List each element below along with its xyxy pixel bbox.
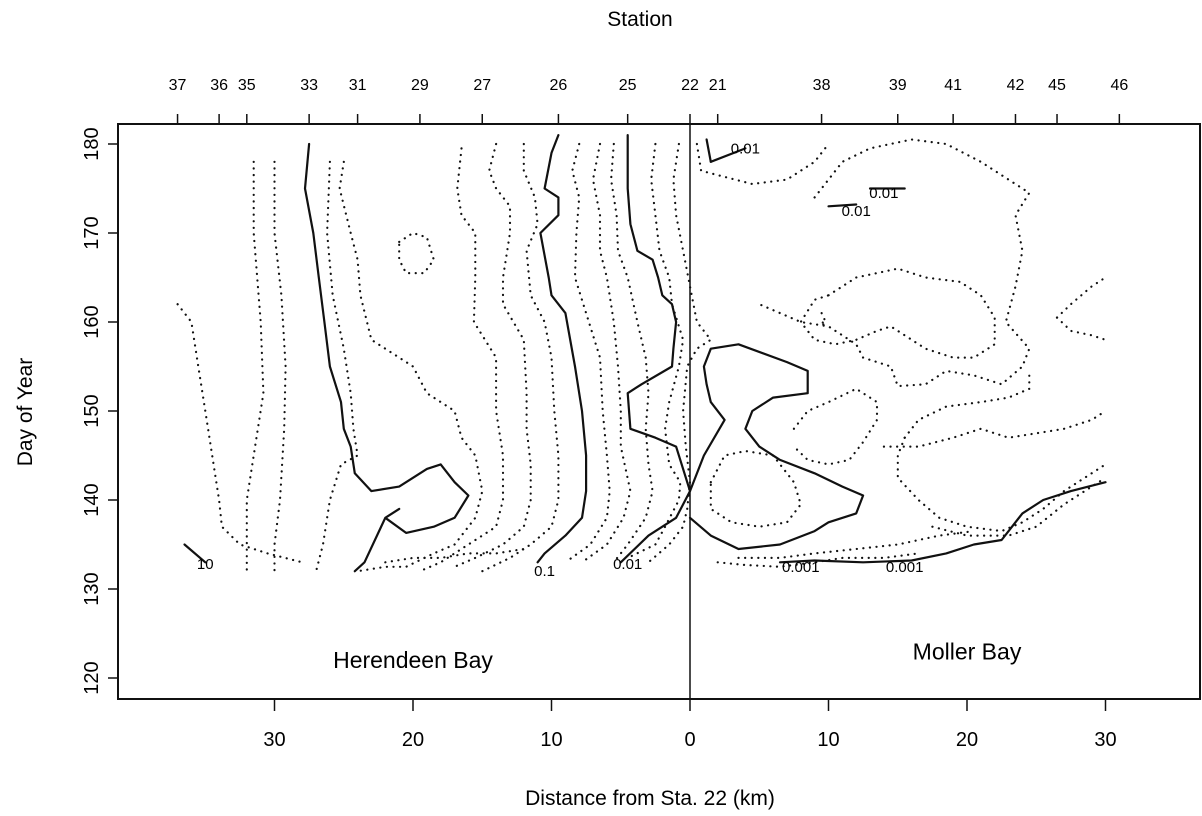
contour-line-solid (778, 481, 1107, 564)
station-label: 26 (550, 77, 568, 94)
plot-frame (117, 123, 1201, 700)
station-label: 38 (813, 77, 831, 94)
station-label: 39 (889, 77, 907, 94)
x-tick-label: 30 (263, 729, 285, 751)
x-tick-label: 10 (540, 729, 562, 751)
contour-label: 0.01 (842, 203, 871, 220)
region-label: Moller Bay (913, 638, 1022, 664)
contour-line-dotted (799, 267, 996, 359)
station-label: 45 (1048, 77, 1066, 94)
station-label: 36 (210, 77, 228, 94)
x-axis-title: Distance from Sta. 22 (km) (525, 787, 775, 810)
x-tick-label: 10 (817, 729, 839, 751)
contour-line-solid (183, 543, 207, 564)
contour-line-dotted (903, 369, 1031, 439)
contour-label: 0.01 (613, 556, 642, 573)
contour-line-dotted (882, 409, 1107, 448)
y-tick-label: 130 (81, 572, 103, 605)
station-label: 21 (709, 77, 727, 94)
top-axis-title: Station (607, 8, 672, 31)
x-tick-label: 20 (956, 729, 978, 751)
station-label: 25 (619, 77, 637, 94)
contour-line-dotted (176, 303, 304, 564)
contour-line-dotted (896, 436, 1107, 533)
contour-line-dotted (695, 142, 830, 186)
station-label: 29 (411, 77, 429, 94)
contour-label: 10 (197, 556, 214, 573)
y-axis-title: Day of Year (14, 358, 37, 467)
contour-line-dotted (626, 142, 685, 560)
contour-line-solid (705, 138, 712, 163)
y-tick-label: 150 (81, 394, 103, 427)
contour-label: 0.1 (534, 563, 555, 580)
x-tick-label: 20 (402, 729, 424, 751)
contour-line-solid (709, 147, 747, 163)
contour-line-dotted (820, 312, 827, 328)
contour-line-dotted (338, 160, 484, 573)
station-label: 22 (681, 77, 699, 94)
station-label: 46 (1110, 77, 1128, 94)
y-tick-label: 180 (81, 127, 103, 160)
contour-line-dotted (647, 142, 712, 564)
contour-line-dotted (384, 547, 525, 564)
y-tick-label: 140 (81, 483, 103, 516)
contour-line-dotted (580, 142, 632, 564)
contour-line-dotted (481, 142, 560, 573)
contour-line-solid (619, 134, 692, 564)
contour-line-dotted (737, 529, 976, 560)
station-label: 31 (349, 77, 367, 94)
station-label: 42 (1007, 77, 1025, 94)
y-tick-label: 120 (81, 661, 103, 694)
contour-line-solid (688, 343, 865, 551)
contour-line-solid (536, 134, 588, 564)
contour-line-solid (303, 142, 470, 573)
contour-label: 0.01 (731, 140, 760, 157)
y-tick-label: 160 (81, 305, 103, 338)
x-tick-label: 0 (684, 729, 695, 751)
contour-line-dotted (1055, 276, 1107, 319)
chart-marks: 120 130 140 150 160 170 180 30 20 10 0 10 20 30 37 36 35… (81, 77, 1128, 751)
station-label: 35 (238, 77, 256, 94)
station-label: 41 (944, 77, 962, 94)
contour-line-dotted (273, 160, 287, 573)
contour-line-dotted (709, 449, 802, 528)
y-tick-label: 170 (81, 216, 103, 249)
station-label: 33 (300, 77, 318, 94)
contour-label: 0.001 (886, 559, 924, 576)
region-label: Herendeen Bay (333, 647, 493, 673)
contour-line-dotted (1055, 316, 1107, 341)
station-label: 37 (169, 77, 187, 94)
station-label: 27 (473, 77, 491, 94)
contour-line-dotted (245, 160, 265, 573)
contour-line-solid (827, 203, 858, 208)
contour-line-dotted (315, 160, 359, 573)
contour-line-dotted (792, 387, 879, 466)
contour-line-dotted (453, 142, 532, 568)
contour-label: 0.001 (782, 559, 820, 576)
contour-line-dotted (398, 231, 435, 275)
x-tick-label: 30 (1094, 729, 1116, 751)
contour-label: 0.01 (869, 185, 898, 202)
contour-line-dotted (931, 476, 1107, 537)
contour-line-dotted (758, 138, 1031, 388)
contour-lines (176, 134, 1107, 573)
